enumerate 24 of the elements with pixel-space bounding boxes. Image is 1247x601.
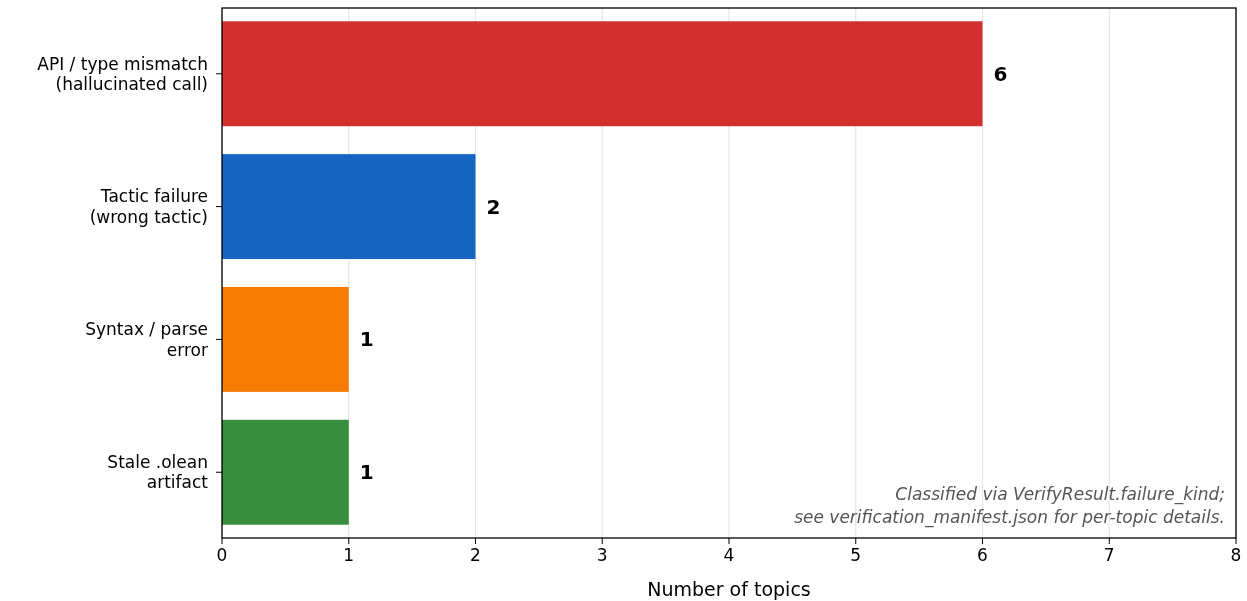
data-label: 6 [993, 61, 1008, 86]
x-tick-label: 4 [723, 545, 735, 565]
bar [222, 154, 476, 260]
y-tick-label: Syntax / parse error [85, 319, 209, 360]
bar [222, 286, 349, 392]
x-tick-label: 2 [470, 545, 481, 565]
data-label: 1 [359, 460, 374, 485]
x-tick-label: 0 [216, 545, 228, 565]
y-tick-label: API / type mismatch (hallucinated call) [37, 53, 208, 94]
data-label: 1 [359, 327, 374, 352]
x-tick-label: 1 [343, 545, 355, 565]
x-axis-title: Number of topics [647, 578, 811, 600]
x-tick-label: 5 [850, 545, 862, 565]
y-tick-label: Stale .olean artifact [107, 452, 209, 493]
annotation: Classified via VerifyResult.failure_kind; [895, 484, 1225, 505]
x-tick-label: 8 [1230, 545, 1242, 565]
x-tick-label: 7 [1103, 545, 1115, 565]
annotation: see verification_manifest.json for per-topic details. [794, 507, 1225, 528]
bar [222, 21, 983, 127]
data-label: 2 [486, 194, 501, 219]
x-tick-label: 6 [977, 545, 988, 565]
x-tick-label: 3 [596, 545, 608, 565]
y-tick-label: Tactic failure (wrong tactic) [89, 186, 208, 227]
bar [222, 419, 349, 525]
